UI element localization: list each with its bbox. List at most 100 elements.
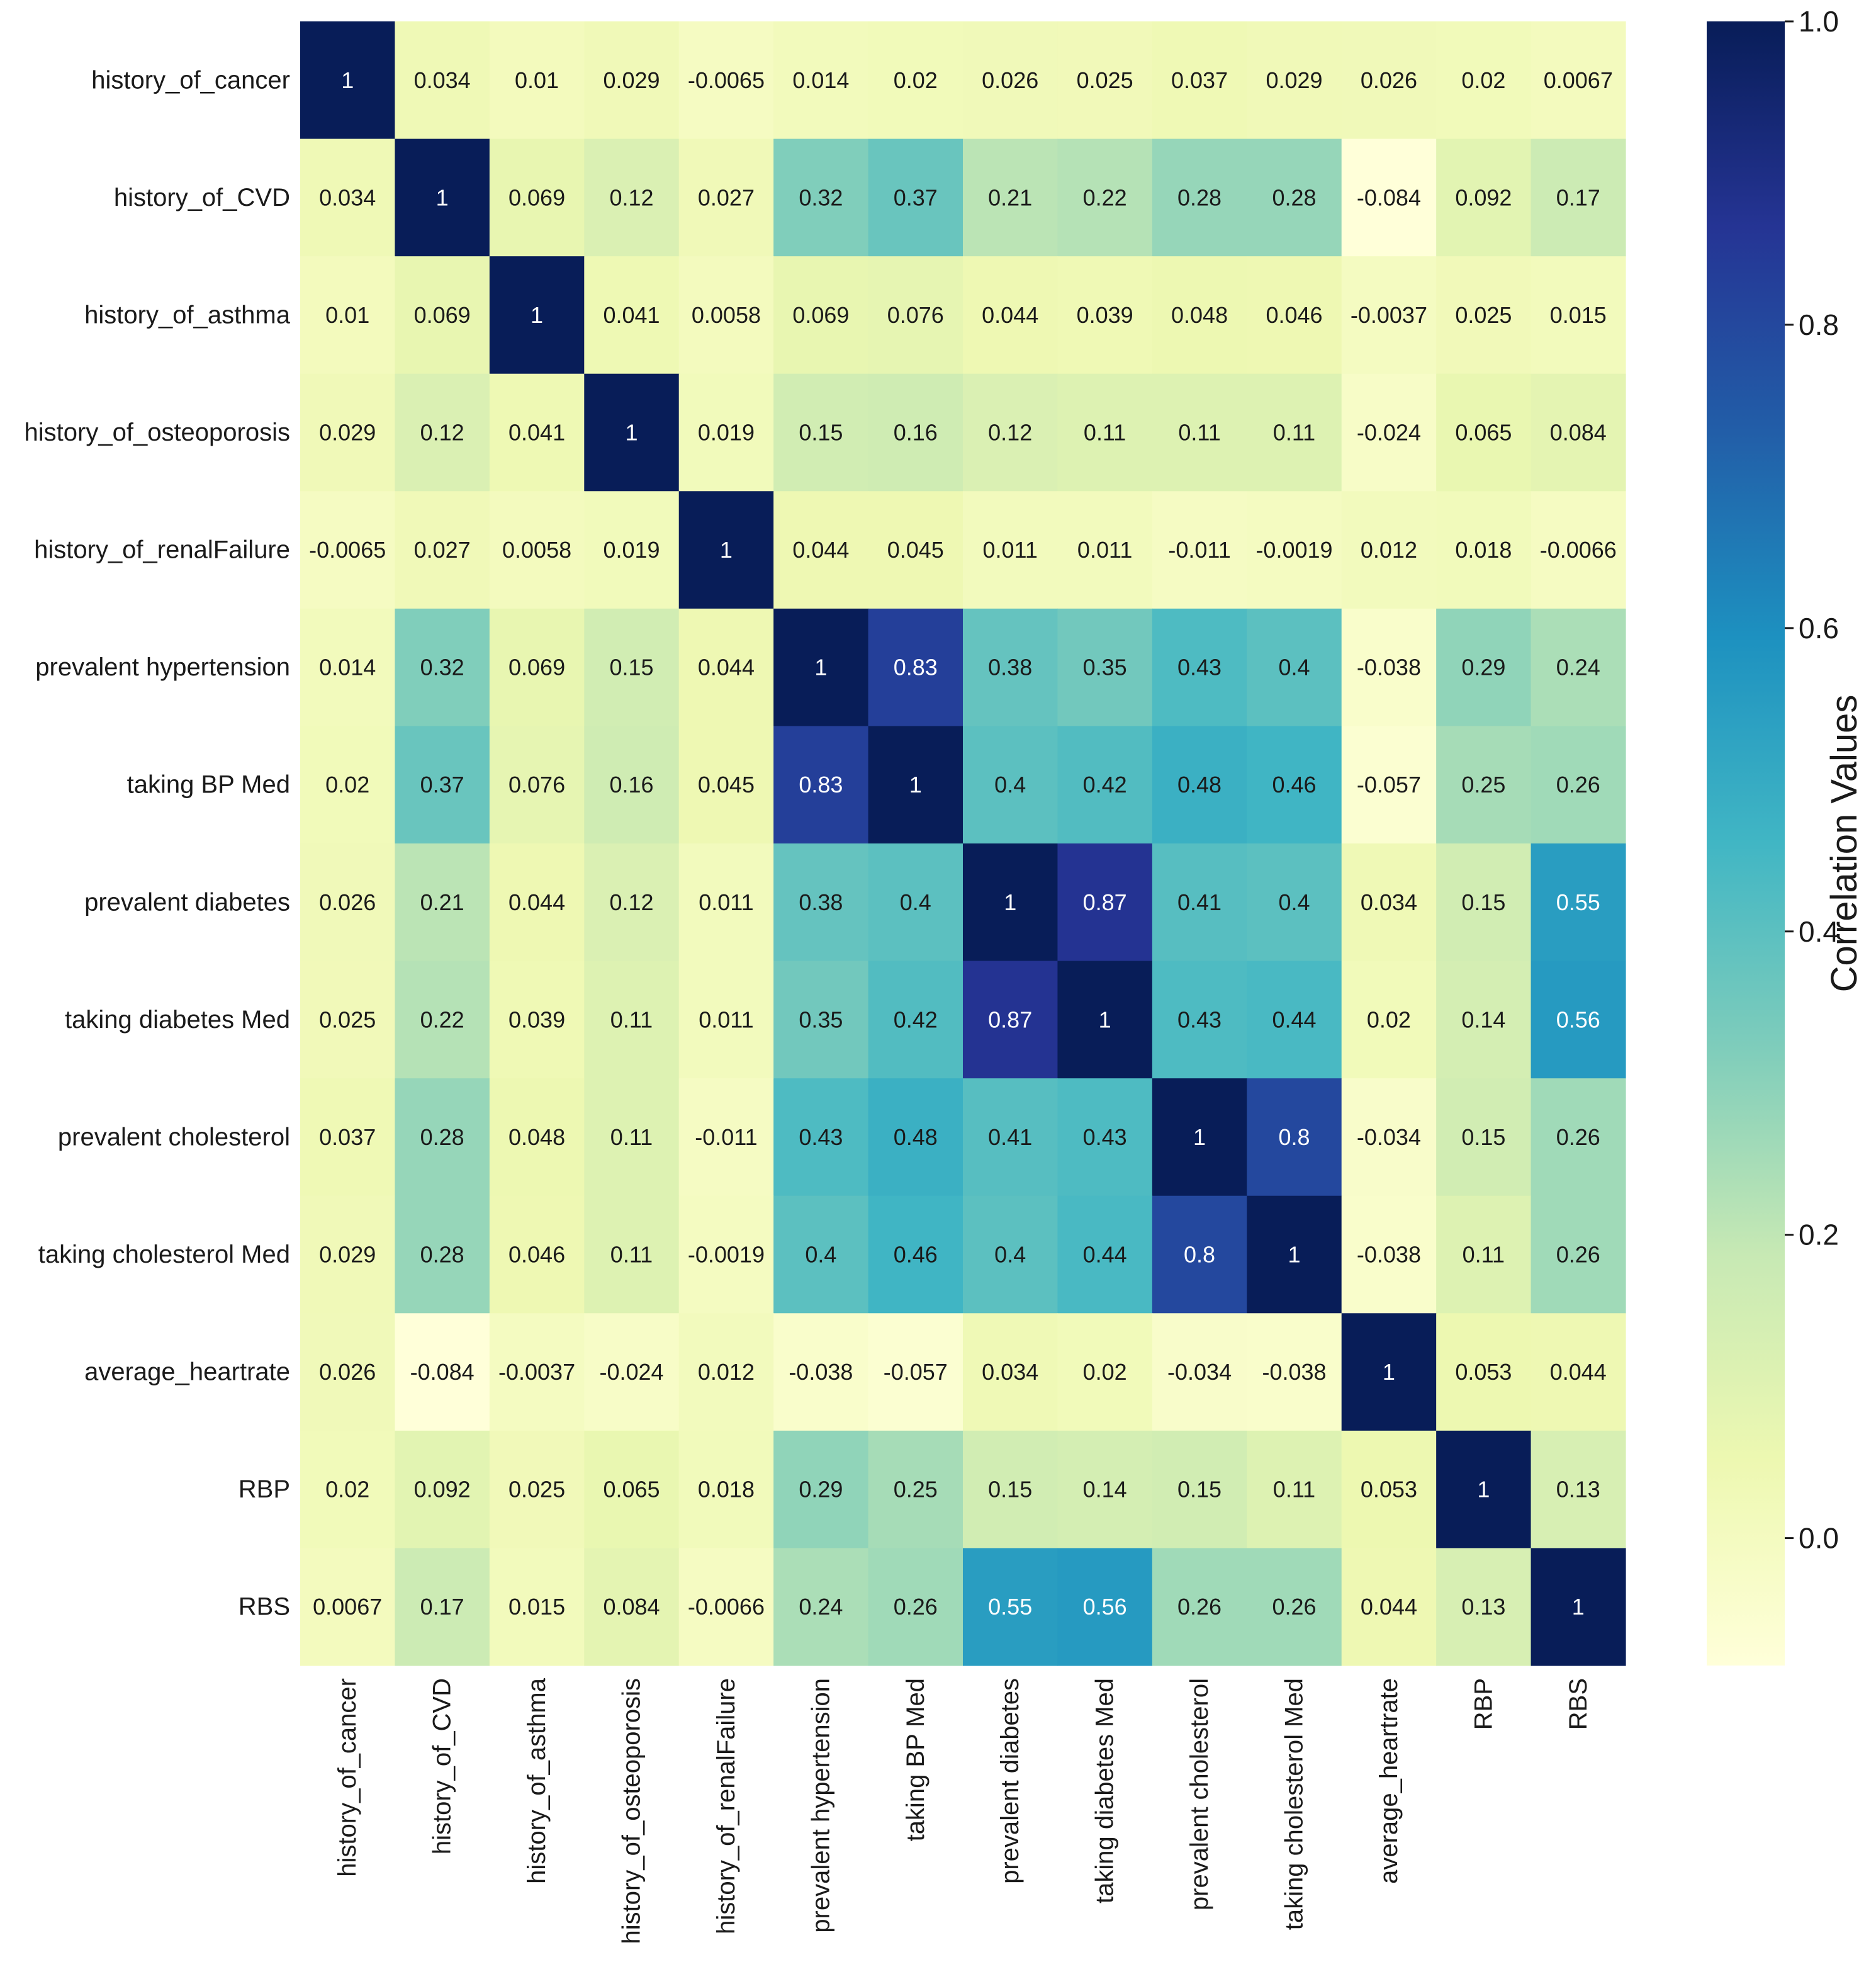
cell-value: 0.28: [1177, 184, 1222, 210]
heatmap-cell: [1057, 1195, 1153, 1314]
cell-value: 0.0067: [1544, 67, 1613, 93]
heatmap-cell: [1057, 138, 1153, 257]
heatmap-cell: [963, 1078, 1059, 1197]
cell-value: 0.044: [1550, 1359, 1607, 1385]
heatmap-cell: [1247, 491, 1342, 609]
cell-value: 0.039: [1077, 302, 1133, 328]
cell-value: 0.15: [609, 655, 653, 680]
heatmap-cell: [1531, 373, 1626, 492]
heatmap-cell: [300, 491, 396, 609]
column-label: history_of_renalFailure: [712, 1678, 740, 1934]
cell-value: 1: [814, 655, 827, 680]
column-label: history_of_CVD: [429, 1678, 456, 1854]
heatmap-cell: [300, 726, 396, 844]
column-label: history_of_asthma: [523, 1677, 551, 1884]
cell-value: 0.41: [1177, 889, 1222, 915]
cell-value: 0.46: [1272, 772, 1316, 798]
cell-value: 0.28: [420, 1242, 464, 1268]
heatmap-cell: [678, 726, 774, 844]
cell-value: 0.01: [325, 302, 369, 328]
heatmap-cell: [868, 726, 963, 844]
cell-value: 0.22: [420, 1006, 464, 1032]
cell-value: 0.046: [508, 1242, 565, 1268]
heatmap-cell: [1247, 1548, 1342, 1666]
cell-value: 0.14: [1461, 1006, 1505, 1032]
cell-value: 0.025: [508, 1477, 565, 1503]
cell-value: 0.28: [420, 1124, 464, 1150]
heatmap-cell: [773, 726, 869, 844]
cell-value: 0.83: [799, 772, 843, 798]
cell-value: 0.069: [508, 655, 565, 680]
cell-value: 0.092: [414, 1477, 471, 1503]
heatmap-cell: [300, 373, 396, 492]
cell-value: 0.26: [894, 1594, 938, 1620]
cell-value: 0.16: [609, 772, 653, 798]
cell-value: 0.21: [988, 184, 1032, 210]
cell-value: 1: [1572, 1594, 1585, 1620]
heatmap-cell: [963, 256, 1059, 375]
cell-value: 0.4: [805, 1242, 836, 1268]
cell-value: 0.034: [414, 67, 471, 93]
cell-value: 0.018: [698, 1477, 755, 1503]
cell-value: -0.034: [1167, 1359, 1232, 1385]
heatmap-cell: [395, 138, 490, 257]
heatmap-cell: [868, 1548, 963, 1666]
column-label: taking diabetes Med: [1091, 1678, 1119, 1903]
heatmap-cell: [678, 373, 774, 492]
heatmap-cell: [584, 491, 680, 609]
cell-value: -0.038: [1357, 655, 1421, 680]
cell-value: 0.16: [894, 420, 938, 446]
heatmap-cell: [584, 608, 680, 727]
cell-value: 1: [1004, 889, 1016, 915]
heatmap-cell: [584, 1548, 680, 1666]
cell-value: 1: [1099, 1006, 1111, 1032]
heatmap-cell: [395, 21, 490, 140]
row-label: prevalent hypertension: [35, 653, 290, 681]
heatmap-cell: [1152, 491, 1247, 609]
heatmap-cell: [1341, 1195, 1437, 1314]
heatmap-cell: [868, 843, 963, 962]
column-label: prevalent hypertension: [807, 1678, 834, 1933]
heatmap-cell: [300, 1313, 396, 1431]
heatmap-cell: [773, 491, 869, 609]
heatmap-cell: [1152, 726, 1247, 844]
heatmap-cell: [1341, 608, 1437, 727]
column-label: history_of_cancer: [334, 1678, 361, 1877]
cell-value: 0.015: [508, 1594, 565, 1620]
column-label: history_of_osteoporosis: [618, 1678, 646, 1944]
cell-value: 0.48: [894, 1124, 938, 1150]
heatmap-cell: [1531, 1313, 1626, 1431]
cell-value: 0.25: [894, 1477, 938, 1503]
colorbar-tick-label: 1.0: [1799, 5, 1839, 38]
row-label: history_of_CVD: [114, 184, 290, 211]
row-label: average_heartrate: [84, 1358, 290, 1386]
cell-value: 0.43: [1177, 1006, 1222, 1032]
cell-value: 1: [1383, 1359, 1395, 1385]
cell-value: 0.014: [792, 67, 849, 93]
cell-value: 0.012: [1361, 537, 1417, 563]
heatmap-cell: [1057, 373, 1153, 492]
cell-value: 0.11: [610, 1124, 653, 1150]
cell-value: 0.029: [319, 420, 376, 446]
cell-value: 0.13: [1556, 1477, 1600, 1503]
heatmap-cell: [773, 373, 869, 492]
cell-value: 0.11: [1084, 420, 1126, 446]
cell-value: 0.0058: [692, 302, 761, 328]
heatmap-cell: [678, 1430, 774, 1549]
heatmap-cell: [773, 1313, 869, 1431]
cell-value: 0.26: [1556, 1124, 1600, 1150]
heatmap-cell: [489, 138, 585, 257]
cell-value: 0.13: [1461, 1594, 1505, 1620]
heatmap-cell: [1057, 1313, 1153, 1431]
heatmap-cell: [489, 256, 585, 375]
heatmap-cell: [300, 608, 396, 727]
heatmap-cell: [773, 1548, 869, 1666]
heatmap-cell: [489, 21, 585, 140]
cell-value: 0.011: [1077, 537, 1132, 563]
cell-value: 0.053: [1455, 1359, 1512, 1385]
colorbar-tick-label: 0.2: [1799, 1219, 1839, 1251]
cell-value: 0.0067: [313, 1594, 382, 1620]
heatmap-cell: [868, 373, 963, 492]
heatmap-cell: [1531, 138, 1626, 257]
cell-value: 0.02: [1083, 1359, 1127, 1385]
